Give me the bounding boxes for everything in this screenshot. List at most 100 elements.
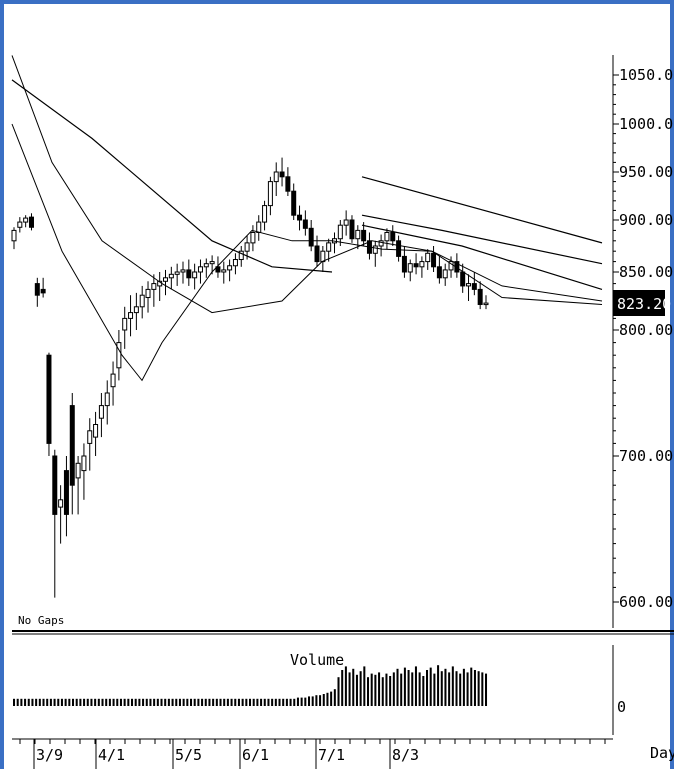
volume-bar bbox=[274, 698, 277, 706]
volume-bar bbox=[308, 696, 311, 706]
candle bbox=[63, 456, 69, 537]
candle-body bbox=[372, 245, 378, 254]
candle bbox=[163, 269, 169, 296]
candle-body bbox=[378, 240, 384, 247]
volume-bar bbox=[149, 698, 152, 706]
price-tick-label: 900.00 bbox=[619, 211, 673, 229]
candle bbox=[58, 485, 64, 544]
candle-body bbox=[413, 263, 419, 268]
candle-body bbox=[431, 252, 437, 268]
volume-bar bbox=[470, 667, 473, 706]
candle bbox=[11, 227, 17, 250]
volume-bar bbox=[477, 671, 480, 706]
volume-bar bbox=[252, 698, 255, 706]
volume-bar bbox=[27, 698, 30, 706]
candle-body bbox=[116, 342, 122, 369]
candle bbox=[122, 306, 128, 349]
volume-bar bbox=[116, 698, 119, 706]
candle bbox=[262, 200, 268, 231]
volume-bar bbox=[97, 698, 100, 706]
candle-body bbox=[168, 273, 174, 279]
volume-bar bbox=[359, 671, 362, 706]
candle-body bbox=[128, 312, 134, 319]
volume-bar bbox=[437, 665, 440, 706]
volume-bar bbox=[389, 676, 392, 706]
candle-body bbox=[273, 171, 279, 183]
volume-bar bbox=[285, 698, 288, 706]
candle bbox=[419, 256, 425, 278]
volume-bar bbox=[374, 674, 377, 706]
candle bbox=[396, 235, 402, 262]
volume-bar bbox=[444, 668, 447, 706]
candle-body bbox=[326, 242, 332, 252]
volume-pane bbox=[13, 665, 488, 706]
volume-bar bbox=[426, 670, 429, 706]
candle bbox=[186, 259, 192, 286]
volume-bar bbox=[42, 698, 45, 706]
volume-bar bbox=[333, 689, 336, 706]
x-tick-label: 5/5 bbox=[175, 746, 202, 764]
candle-body bbox=[110, 373, 116, 388]
volume-bar bbox=[392, 672, 395, 706]
candle-body bbox=[267, 181, 273, 207]
candle-body bbox=[460, 271, 466, 287]
candle-body bbox=[436, 266, 442, 279]
volume-bar bbox=[182, 698, 185, 706]
volume-bar bbox=[186, 698, 189, 706]
volume-bar bbox=[367, 677, 370, 706]
candle-body bbox=[139, 294, 145, 308]
candle bbox=[297, 205, 303, 231]
volume-zero-tick: 0 bbox=[617, 698, 626, 716]
volume-bar bbox=[230, 698, 233, 706]
volume-bar bbox=[411, 672, 414, 706]
candle bbox=[110, 361, 116, 406]
candle bbox=[401, 246, 407, 278]
volume-bar bbox=[363, 666, 366, 706]
volume-bar bbox=[35, 698, 38, 706]
volume-bar bbox=[433, 673, 436, 706]
candle-body bbox=[93, 424, 99, 438]
candle bbox=[139, 285, 145, 319]
moving-average-line bbox=[11, 55, 603, 314]
candle-body bbox=[197, 266, 203, 273]
candle-body bbox=[11, 229, 17, 242]
volume-bar bbox=[201, 698, 204, 706]
volume-bar bbox=[462, 668, 465, 706]
volume-bar bbox=[197, 698, 200, 706]
candle bbox=[17, 217, 23, 233]
volume-bar bbox=[193, 698, 196, 706]
candle-body bbox=[477, 288, 483, 305]
long-term-average-line bbox=[11, 79, 333, 273]
candle bbox=[46, 352, 52, 456]
volume-bar bbox=[481, 672, 484, 706]
volume-bar bbox=[86, 698, 89, 706]
candle-body bbox=[384, 231, 390, 242]
volume-bar bbox=[296, 697, 299, 706]
volume-bar bbox=[75, 698, 78, 706]
volume-bar bbox=[16, 698, 19, 706]
candle bbox=[75, 456, 81, 515]
volume-bar bbox=[215, 698, 218, 706]
candle-body bbox=[163, 277, 169, 282]
candle-body bbox=[390, 231, 396, 242]
candle bbox=[232, 253, 238, 275]
candle bbox=[349, 215, 355, 243]
volume-bar bbox=[223, 698, 226, 706]
price-tick-label: 950.00 bbox=[619, 163, 673, 181]
candle-body bbox=[23, 217, 29, 223]
candle-body bbox=[401, 255, 407, 273]
candle-body bbox=[483, 302, 489, 306]
candle bbox=[34, 277, 40, 307]
x-tick-label: 7/1 bbox=[318, 746, 345, 764]
x-tick-label: 8/3 bbox=[392, 746, 419, 764]
long-term-average-line bbox=[361, 176, 603, 244]
volume-bar bbox=[60, 698, 63, 706]
window-right-border bbox=[670, 0, 674, 769]
candle-body bbox=[471, 283, 477, 290]
last-price-label: 823.20 bbox=[617, 295, 671, 313]
volume-bar bbox=[418, 672, 421, 706]
volume-bar bbox=[341, 670, 344, 706]
candle-body bbox=[238, 250, 244, 261]
candle-body bbox=[308, 227, 314, 247]
